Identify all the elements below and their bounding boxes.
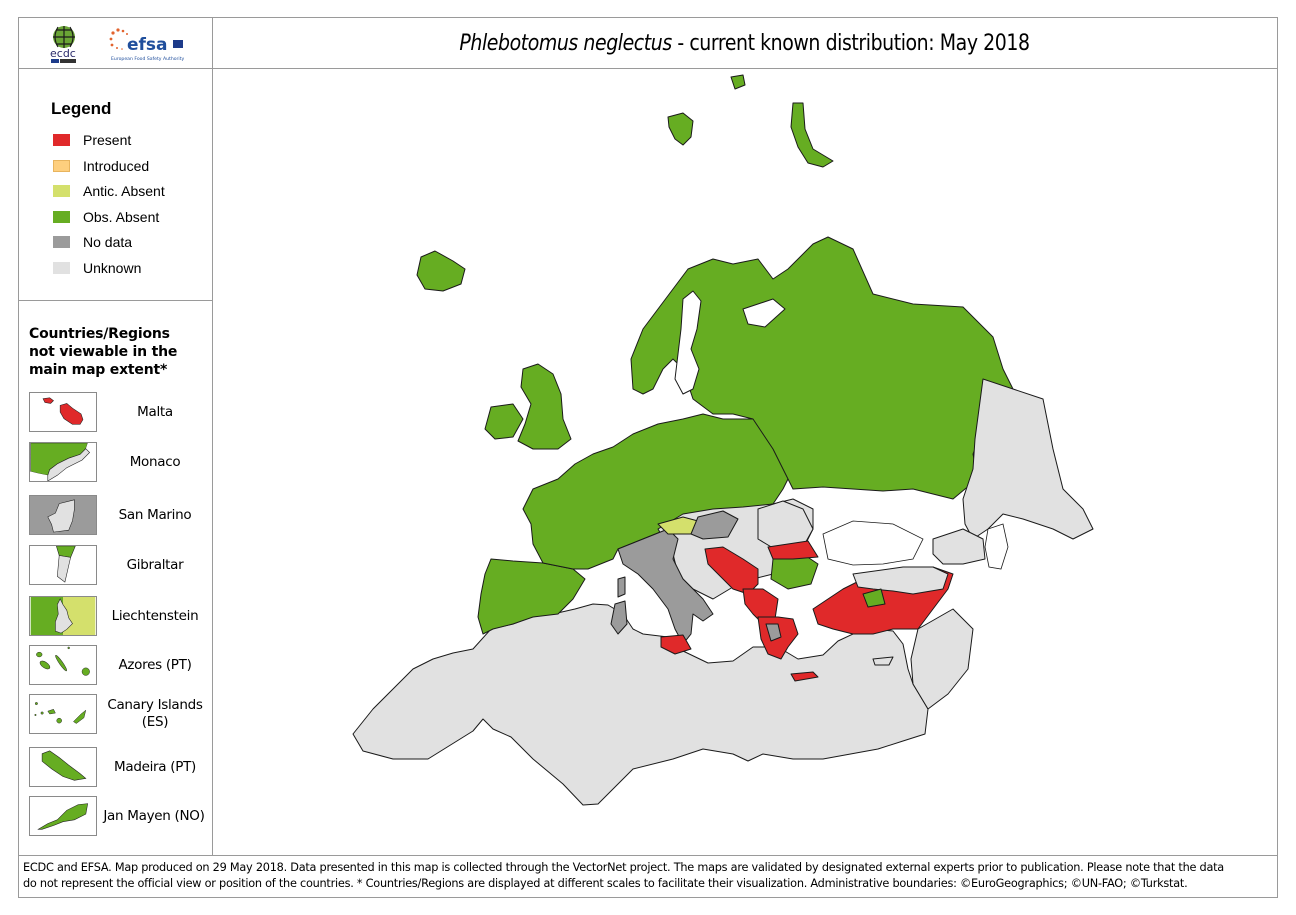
map-frame: ecdc efsa European Food Safety Authority… xyxy=(18,17,1278,898)
inset-label: Canary Islands (ES) xyxy=(107,697,203,730)
canary-islands-inset-map xyxy=(29,694,97,734)
legend-item-unknown: Unknown xyxy=(53,259,141,277)
inset-label: Malta xyxy=(137,403,173,420)
monaco-inset-map xyxy=(29,442,97,482)
region-greece-nodata xyxy=(765,623,782,642)
svg-text:ecdc: ecdc xyxy=(50,47,76,60)
region-novaya-zemlya xyxy=(790,102,834,168)
efsa-logo: efsa European Food Safety Authority xyxy=(109,28,185,62)
region-franz-josef xyxy=(730,74,746,90)
inset-gibraltar: Gibraltar xyxy=(29,545,209,585)
legend-title: Legend xyxy=(51,99,112,118)
inset-madeira: Madeira (PT) xyxy=(29,747,209,787)
map-title: Phlebotomus neglectus - current known di… xyxy=(213,18,1277,69)
region-levant xyxy=(910,608,974,710)
footer-credits: ECDC and EFSA. Map produced on 29 May 20… xyxy=(19,855,1277,897)
region-turkey-north xyxy=(852,566,949,595)
caspian-sea xyxy=(984,523,1009,570)
legend-item-obs-absent: Obs. Absent xyxy=(53,208,159,226)
malta-inset-map xyxy=(29,392,97,432)
legend-item-introduced: Introduced xyxy=(53,157,149,175)
legend-label: Present xyxy=(83,132,132,148)
title-text: - current known distribution: May 2018 xyxy=(672,30,1031,56)
side-panel xyxy=(19,18,213,855)
region-crete xyxy=(790,671,819,682)
azores-inset-map xyxy=(29,645,97,685)
introduced-swatch xyxy=(53,160,70,172)
jan-mayen-inset-map xyxy=(29,796,97,836)
region-svalbard xyxy=(667,112,694,146)
legend-item-present: Present xyxy=(53,131,131,149)
legend-label: Antic. Absent xyxy=(83,183,165,199)
legend-item-no-data: No data xyxy=(53,233,132,251)
ecdc-logo: ecdc xyxy=(50,26,76,63)
inset-san-marino: San Marino xyxy=(29,495,209,535)
inset-label: Monaco xyxy=(129,453,181,470)
region-iceland xyxy=(416,250,466,292)
unknown-swatch xyxy=(53,262,70,274)
black-sea xyxy=(822,520,924,566)
antic-absent-swatch xyxy=(53,185,70,197)
inset-malta: Malta xyxy=(29,392,209,432)
inset-monaco: Monaco xyxy=(29,442,209,482)
legend-label: No data xyxy=(83,234,133,250)
inset-label: Azores (PT) xyxy=(118,656,192,673)
inset-label: Jan Mayen (NO) xyxy=(103,807,205,824)
region-caucasus xyxy=(932,528,986,565)
inset-label: Gibraltar xyxy=(126,556,184,573)
inset-label: Madeira (PT) xyxy=(114,758,196,775)
region-austria-east xyxy=(690,510,739,540)
footer-line-2: do not represent the official view or po… xyxy=(23,877,1188,890)
region-sicily xyxy=(660,634,692,655)
inset-label: San Marino xyxy=(118,506,192,523)
region-france-central xyxy=(522,413,794,570)
footer-line-1: ECDC and EFSA. Map produced on 29 May 20… xyxy=(23,861,1224,874)
liechtenstein-inset-map xyxy=(29,596,97,636)
distribution-map xyxy=(352,74,1094,806)
madeira-inset-map xyxy=(29,747,97,787)
region-uk xyxy=(517,363,572,450)
inset-jan-mayen: Jan Mayen (NO) xyxy=(29,796,209,836)
legend-label: Introduced xyxy=(83,158,150,174)
map-area xyxy=(213,69,1277,855)
svg-text:European Food Safety Authority: European Food Safety Authority xyxy=(111,56,185,62)
region-cyprus xyxy=(872,656,894,666)
inset-azores: Azores (PT) xyxy=(29,645,209,685)
no-data-swatch xyxy=(53,236,70,248)
inset-label: Liechtenstein xyxy=(111,607,199,624)
inset-title: Countries/Regions not viewable in the ma… xyxy=(29,326,178,378)
inset-liechtenstein: Liechtenstein xyxy=(29,596,209,636)
region-romania-south xyxy=(767,540,819,560)
region-romania xyxy=(757,500,814,552)
inset-panel: Countries/Regions not viewable in the ma… xyxy=(19,301,212,855)
region-north-africa xyxy=(352,603,929,806)
white-sea xyxy=(742,298,786,328)
gibraltar-inset-map xyxy=(29,545,97,585)
obs-absent-swatch xyxy=(53,211,70,223)
region-ireland xyxy=(484,403,524,440)
logo-panel: ecdc efsa European Food Safety Authority xyxy=(19,18,212,69)
region-italy xyxy=(617,528,714,645)
region-sardinia xyxy=(610,600,628,635)
legend-label: Unknown xyxy=(83,260,142,276)
region-turkey-central-absent xyxy=(862,588,886,608)
present-swatch xyxy=(53,134,70,146)
legend: Legend Present Introduced Antic. Absent … xyxy=(19,69,212,301)
region-east-unknown xyxy=(962,378,1094,540)
legend-item-antic-absent: Antic. Absent xyxy=(53,182,165,200)
san-marino-inset-map xyxy=(29,495,97,535)
region-corsica xyxy=(617,576,626,598)
baltic-sea xyxy=(674,290,702,395)
inset-canary-islands: Canary Islands (ES) xyxy=(29,694,209,734)
svg-text:efsa: efsa xyxy=(127,35,168,55)
legend-label: Obs. Absent xyxy=(83,209,160,225)
species-name: Phlebotomus neglectus xyxy=(459,30,673,56)
